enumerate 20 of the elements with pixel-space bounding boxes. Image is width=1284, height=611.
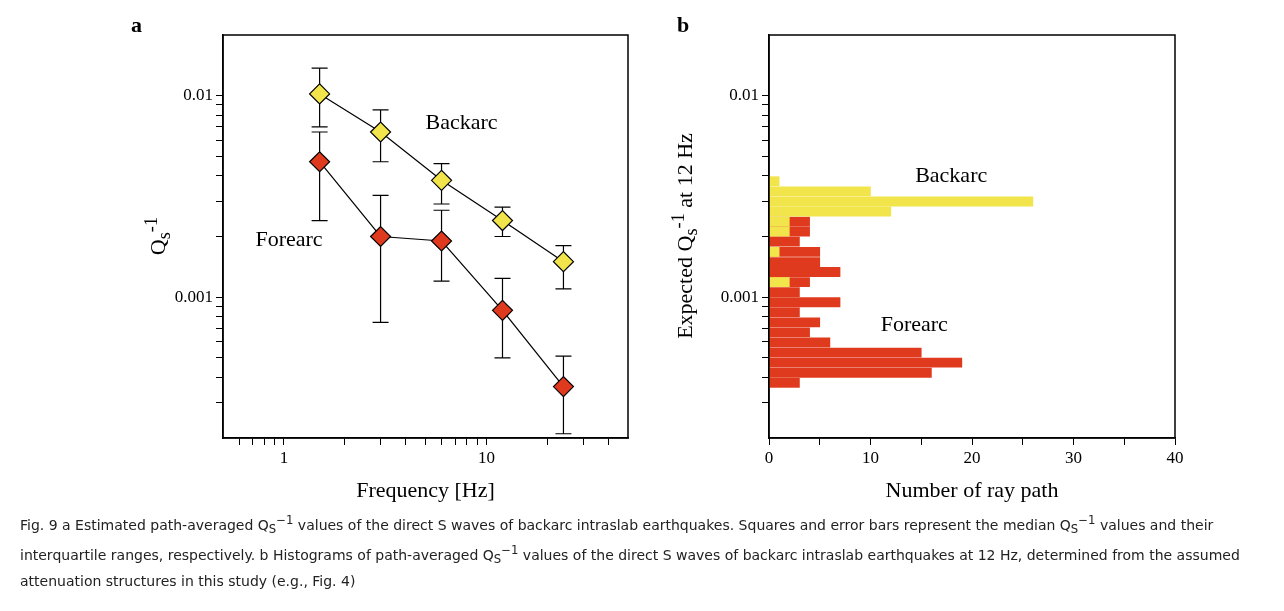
x-tick-label: 0 — [764, 447, 774, 467]
y-tick-label: 0.01 — [183, 85, 213, 105]
y-tick-label: 0.001 — [174, 286, 213, 306]
chart-title: a — [131, 11, 142, 37]
x-tick-label: 10 — [862, 447, 879, 467]
x-axis-title: Number of ray path — [885, 476, 1059, 502]
series-label: Forearc — [255, 226, 323, 252]
text: Fig. 9 a Estimated path-averaged Q$_{S}$$^{−1}$ values of the direct S waves of backarc intraslab earthquakes. Squares and error bars represent the median Q$_{S}$$^{−1}$ values and their interquartile ranges, respectively. b Histograms of path-averaged Q$_{S}$$^{−1}$ values of the direct S waves of backarc intraslab earthquakes at 12 Hz, determined from the assumed attenuation structures in this study (e.g., Fig. 4) — [20, 513, 1240, 589]
series-label: Backarc — [915, 161, 988, 187]
x-axis-title: Frequency [Hz] — [356, 476, 495, 502]
x-tick-label: 10 — [477, 447, 495, 467]
x-tick-label: 20 — [963, 447, 981, 467]
x-tick-label: 40 — [1166, 447, 1184, 467]
x-tick-label: 1 — [279, 447, 289, 467]
y-tick-label: 0.001 — [720, 286, 759, 306]
series-label: Forearc — [880, 310, 949, 336]
series-label: Backarc — [425, 109, 498, 135]
x-tick-label: 30 — [1065, 447, 1082, 467]
y-tick-label: 0.01 — [729, 85, 759, 105]
chart-title: b — [677, 11, 690, 37]
